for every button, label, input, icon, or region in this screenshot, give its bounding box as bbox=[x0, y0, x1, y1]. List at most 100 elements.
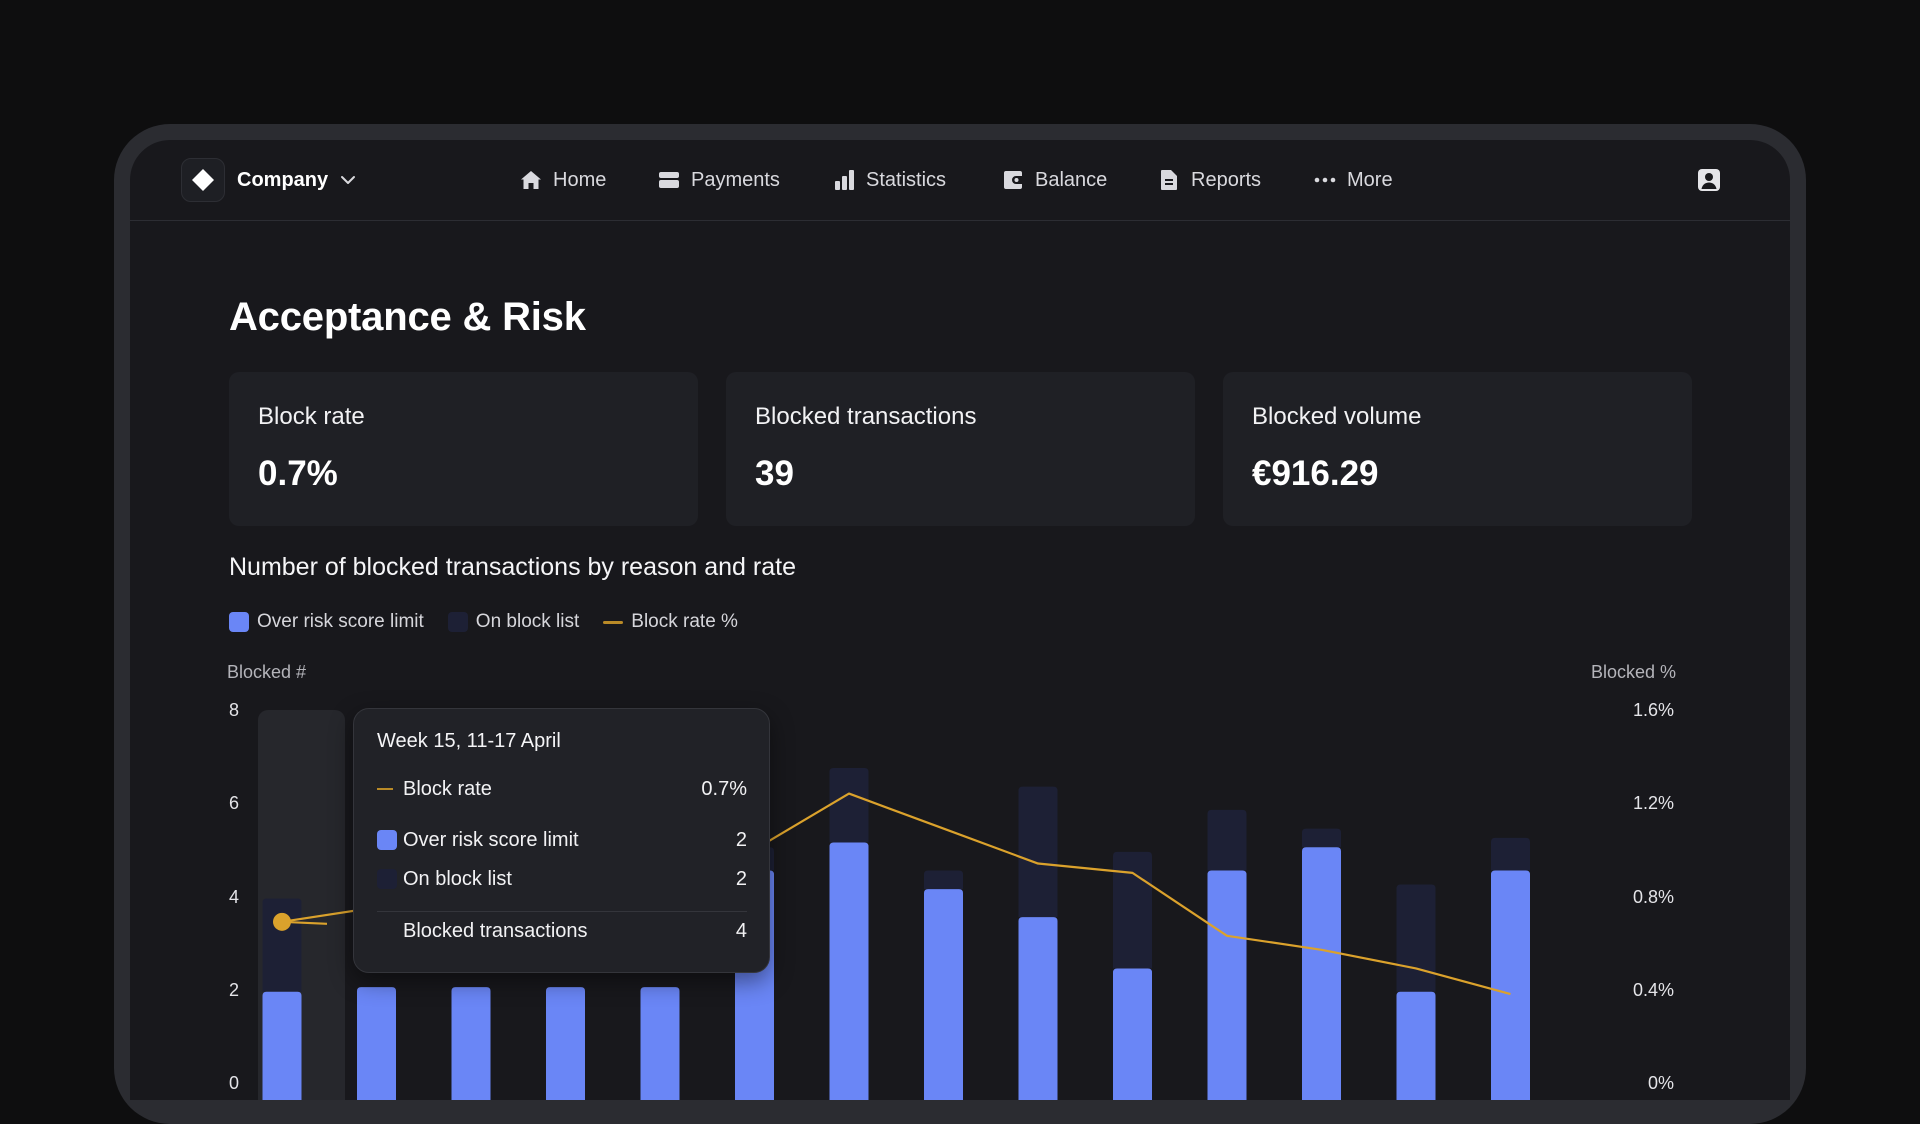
tooltip-row-block-rate: Block rate 0.7% bbox=[377, 775, 747, 803]
diamond-logo-icon bbox=[192, 169, 214, 191]
kpi-value: €916.29 bbox=[1252, 454, 1379, 493]
bar-segment-over-risk bbox=[924, 889, 963, 1100]
kpi-card-blocked-volume: Blocked volume €916.29 bbox=[1223, 372, 1692, 526]
bar-segment-over-risk bbox=[829, 842, 869, 1100]
payments-icon bbox=[659, 172, 679, 188]
nav-reports-label: Reports bbox=[1191, 168, 1262, 191]
user-icon bbox=[1698, 169, 1720, 191]
y-right-tick: 0.4% bbox=[1632, 980, 1674, 1000]
bar-segment-over-risk bbox=[1207, 870, 1247, 1100]
company-label: Company bbox=[237, 168, 329, 191]
tooltip-row-total: Blocked transactions 4 bbox=[377, 917, 747, 945]
y-left-tick: 6 bbox=[229, 793, 240, 813]
app-screen: Company Home Payments Statistics Balance… bbox=[130, 140, 1790, 1100]
kpi-label: Blocked volume bbox=[1252, 403, 1422, 430]
bar-segment-over-risk bbox=[1302, 847, 1341, 1100]
bar-segment-block-list bbox=[262, 898, 302, 992]
nav-reports[interactable]: Reports bbox=[1157, 164, 1261, 196]
y-right-tick: 1.6% bbox=[1632, 700, 1674, 720]
tooltip-divider bbox=[377, 911, 747, 912]
y-right-tick: 0.8% bbox=[1632, 887, 1674, 907]
y-left-tick: 8 bbox=[229, 700, 240, 720]
kpi-card-blocked-transactions: Blocked transactions 39 bbox=[726, 372, 1195, 526]
wallet-icon bbox=[1004, 171, 1022, 189]
bar-segment-over-risk bbox=[1396, 991, 1436, 1100]
nav-more-label: More bbox=[1347, 168, 1393, 191]
block-rate-line bbox=[281, 792, 1511, 996]
bar-segment-block-list bbox=[829, 767, 869, 843]
legend-label: On block list bbox=[475, 611, 580, 632]
nav-payments[interactable]: Payments bbox=[657, 164, 780, 196]
tooltip-row-label: Block rate bbox=[403, 777, 492, 800]
kpi-label: Block rate bbox=[258, 403, 365, 430]
nav-home-label: Home bbox=[553, 168, 607, 191]
bar-segment-block-list bbox=[1396, 884, 1436, 992]
block-rate-point-highlight bbox=[273, 912, 291, 931]
nav-statistics-label: Statistics bbox=[866, 168, 947, 191]
chevron-down-icon bbox=[340, 175, 356, 185]
bar-segment-block-list bbox=[924, 870, 963, 890]
nav-more[interactable]: More bbox=[1313, 164, 1393, 196]
tooltip-swatch bbox=[377, 869, 399, 889]
tooltip-row-value: 2 bbox=[735, 867, 747, 890]
home-icon bbox=[521, 171, 541, 189]
chart-tooltip: Week 15, 11-17 April Block rate 0.7% Ove… bbox=[353, 708, 770, 973]
legend-label: Over risk score limit bbox=[257, 611, 424, 632]
chart-legend: Over risk score limit On block list Bloc… bbox=[229, 610, 762, 634]
legend-line-swatch bbox=[603, 620, 624, 624]
nav-payments-label: Payments bbox=[691, 168, 780, 191]
legend-swatch bbox=[229, 612, 249, 632]
user-avatar[interactable] bbox=[1697, 168, 1721, 197]
bar-segment-over-risk bbox=[451, 987, 491, 1100]
tooltip-row-label: Blocked transactions bbox=[403, 919, 588, 942]
bar-segment-over-risk bbox=[1018, 917, 1058, 1100]
company-switcher[interactable]: Company bbox=[181, 158, 356, 202]
y-left-tick: 2 bbox=[229, 980, 240, 1000]
bar-segment-over-risk bbox=[640, 987, 680, 1100]
nav-statistics[interactable]: Statistics bbox=[832, 164, 946, 196]
legend-label: Block rate % bbox=[631, 611, 738, 632]
nav-home[interactable]: Home bbox=[519, 164, 606, 196]
bar-segment-block-list bbox=[1207, 809, 1247, 871]
more-icon bbox=[1314, 177, 1336, 183]
top-navigation: Company Home Payments Statistics Balance… bbox=[130, 140, 1790, 221]
tooltip-swatch bbox=[377, 830, 399, 850]
bar-segment-over-risk bbox=[262, 991, 302, 1100]
page-title: Acceptance & Risk bbox=[229, 295, 586, 339]
bar-segment-block-list bbox=[1302, 828, 1341, 848]
legend-block-list[interactable]: On block list bbox=[447, 611, 580, 633]
document-icon bbox=[1161, 170, 1177, 190]
statistics-icon bbox=[835, 170, 854, 190]
bar-segment-over-risk bbox=[1113, 968, 1152, 1100]
kpi-label: Blocked transactions bbox=[755, 403, 977, 430]
tooltip-row-value: 0.7% bbox=[701, 777, 747, 800]
bar-segment-block-list bbox=[1018, 786, 1058, 918]
tooltip-row-over-risk: Over risk score limit 2 bbox=[377, 826, 747, 854]
bar-segment-over-risk bbox=[546, 987, 585, 1100]
legend-block-rate[interactable]: Block rate % bbox=[603, 611, 738, 633]
kpi-value: 0.7% bbox=[258, 454, 338, 493]
y-right-tick: 1.2% bbox=[1632, 793, 1674, 813]
tooltip-line-swatch bbox=[377, 788, 399, 790]
nav-balance-label: Balance bbox=[1035, 168, 1108, 191]
nav-balance[interactable]: Balance bbox=[1001, 164, 1107, 196]
bar-segment-over-risk bbox=[1491, 870, 1530, 1100]
kpi-card-block-rate: Block rate 0.7% bbox=[229, 372, 698, 526]
company-logo bbox=[181, 158, 225, 202]
chart-title: Number of blocked transactions by reason… bbox=[229, 553, 796, 581]
bar-segment-over-risk bbox=[357, 987, 396, 1100]
tooltip-row-value: 4 bbox=[735, 919, 747, 942]
tooltip-row-label: Over risk score limit bbox=[403, 828, 579, 851]
tooltip-row-block-list: On block list 2 bbox=[377, 865, 747, 893]
tooltip-row-value: 2 bbox=[735, 828, 747, 851]
kpi-value: 39 bbox=[755, 454, 794, 493]
bar-segment-block-list bbox=[1491, 837, 1530, 871]
tooltip-row-label: On block list bbox=[403, 867, 512, 890]
y-left-tick: 4 bbox=[229, 887, 240, 907]
legend-swatch bbox=[447, 612, 468, 632]
blocked-transactions-chart bbox=[258, 710, 1530, 1100]
y-axis-right-title: Blocked % bbox=[1590, 662, 1676, 682]
tooltip-title: Week 15, 11-17 April bbox=[377, 730, 561, 752]
legend-over-risk[interactable]: Over risk score limit bbox=[229, 611, 424, 633]
y-axis-left-title: Blocked # bbox=[227, 662, 307, 682]
